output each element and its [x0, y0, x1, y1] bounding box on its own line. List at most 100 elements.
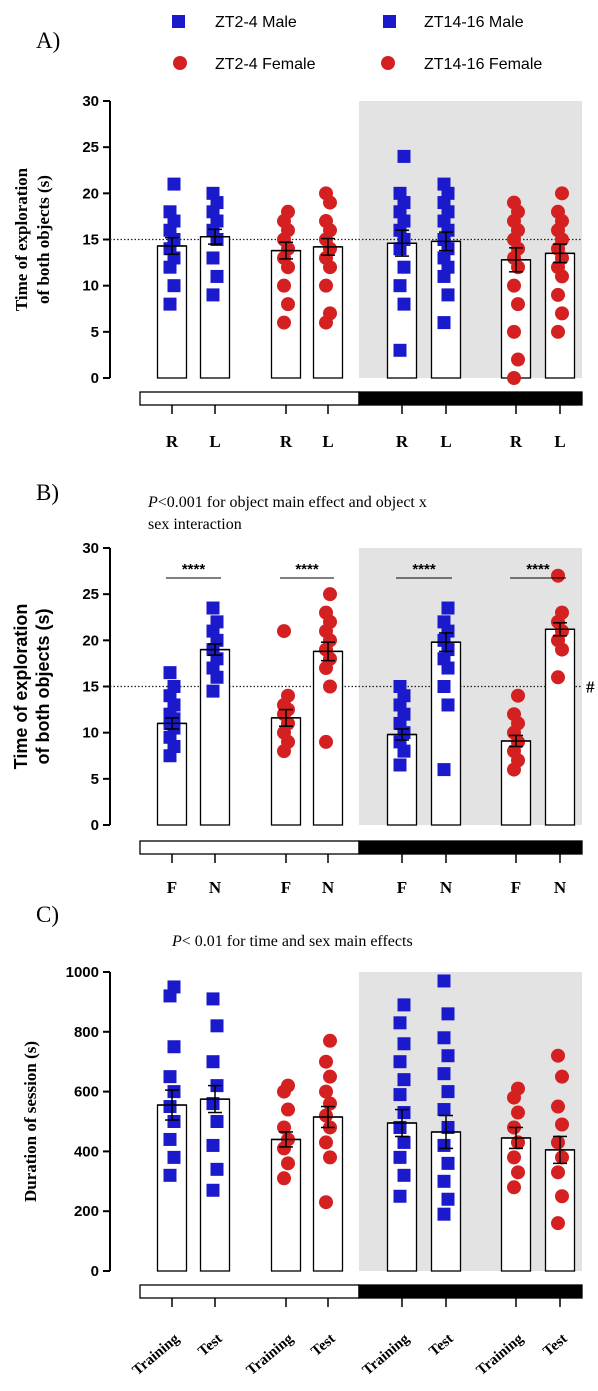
- x-category-label: R: [280, 432, 293, 451]
- light-phase-bar: [139, 1284, 360, 1299]
- data-point-male: [393, 680, 407, 693]
- data-point-male: [163, 1132, 177, 1146]
- data-point-male: [167, 1115, 181, 1128]
- data-point-male: [206, 601, 220, 615]
- data-point-male: [206, 288, 220, 302]
- data-point-male: [167, 279, 181, 293]
- data-point-male: [437, 1103, 451, 1117]
- y-tick-label: 1000: [66, 964, 99, 981]
- data-point-female: [277, 624, 291, 639]
- data-point-male: [393, 1120, 407, 1134]
- data-point-female: [319, 605, 333, 620]
- stats-note-text: < 0.01 for time and sex main effects: [182, 933, 413, 950]
- data-point-female: [277, 1171, 291, 1186]
- reference-mark: #: [586, 678, 595, 697]
- panel-label: B): [36, 480, 59, 505]
- data-point-male: [437, 1207, 451, 1221]
- light-phase-bar: [139, 391, 360, 406]
- data-point-male: [441, 1192, 455, 1206]
- data-point-female: [507, 371, 521, 385]
- data-point-female: [281, 1078, 295, 1093]
- data-point-female: [511, 352, 525, 367]
- data-point-female: [507, 278, 521, 293]
- bar: [544, 628, 576, 826]
- data-point-female: [507, 1180, 521, 1195]
- data-point-female: [281, 688, 295, 703]
- data-point-female: [319, 1195, 333, 1210]
- y-tick-label: 5: [91, 771, 99, 788]
- data-point-male: [393, 279, 407, 293]
- data-point-male: [397, 1037, 411, 1051]
- x-category-label: R: [396, 432, 409, 451]
- data-point-male: [441, 1085, 455, 1099]
- stats-note-line-1: P< 0.01 for time and sex main effects: [171, 933, 413, 950]
- data-point-female: [277, 278, 291, 293]
- y-tick-label: 600: [74, 1084, 99, 1101]
- data-point-male: [206, 1055, 220, 1069]
- stats-note-line-2: sex interaction: [148, 516, 242, 533]
- legend-label-zt2-4-male: ZT2-4 Male: [215, 14, 297, 31]
- data-point-male: [441, 288, 455, 302]
- y-axis-label-line-2: of both objects (s): [34, 175, 53, 304]
- data-point-male: [393, 1088, 407, 1102]
- data-point-female: [319, 214, 333, 229]
- x-category-label: F: [511, 878, 521, 897]
- x-category-label: Test: [426, 1331, 456, 1360]
- data-point-female: [319, 278, 333, 293]
- data-point-female: [323, 306, 337, 321]
- data-point-male: [206, 1138, 220, 1152]
- legend-label-zt2-4-female: ZT2-4 Female: [215, 56, 316, 73]
- stats-note-line-1: P<0.001 for object main effect and objec…: [147, 494, 427, 511]
- data-point-male: [397, 1073, 411, 1087]
- data-point-male: [163, 1070, 177, 1084]
- x-category-label: N: [440, 878, 453, 897]
- data-point-female: [511, 1081, 525, 1096]
- x-category-label: Training: [360, 1330, 413, 1378]
- data-point-male: [163, 666, 177, 680]
- data-point-female: [551, 324, 565, 339]
- y-tick-label: 10: [82, 725, 99, 742]
- data-point-female: [507, 324, 521, 339]
- x-category-label: Training: [130, 1330, 183, 1378]
- significance-stars: ****: [182, 561, 206, 578]
- x-category-label: F: [281, 878, 291, 897]
- x-category-label: Test: [195, 1331, 225, 1360]
- x-category-label: F: [397, 878, 407, 897]
- legend-label-zt14-16-male: ZT14-16 Male: [424, 14, 524, 31]
- data-point-male: [167, 1040, 181, 1054]
- data-point-female: [511, 1135, 525, 1150]
- dark-phase-bar: [358, 391, 583, 406]
- data-point-female: [555, 1150, 569, 1165]
- panel-label: C): [36, 902, 59, 927]
- x-category-label: R: [510, 432, 523, 451]
- data-point-male: [441, 1007, 455, 1021]
- y-tick-label: 400: [74, 1143, 99, 1160]
- data-point-male: [163, 1100, 177, 1114]
- legend-label-zt14-16-female: ZT14-16 Female: [424, 56, 542, 73]
- y-axis-label-line-1: Time of exploration: [11, 604, 31, 770]
- panel-label: A): [36, 28, 60, 53]
- y-axis-label-line-2: of both objects (s): [33, 609, 53, 765]
- y-tick-label: 25: [82, 139, 99, 156]
- data-point-female: [507, 195, 521, 210]
- data-point-female: [281, 1102, 295, 1117]
- y-tick-label: 25: [82, 586, 99, 603]
- legend-marker-zt14-16-female: [381, 56, 395, 70]
- y-tick-label: 10: [82, 278, 99, 295]
- y-axis-label-line-1: Time of exploration: [12, 167, 31, 311]
- data-point-female: [555, 186, 569, 201]
- legend-marker-zt14-16-male: [383, 15, 396, 28]
- y-tick-label: 200: [74, 1203, 99, 1220]
- data-point-male: [163, 1168, 177, 1182]
- y-tick-label: 30: [82, 540, 99, 557]
- data-point-male: [397, 260, 411, 274]
- x-category-label: L: [440, 432, 451, 451]
- data-point-male: [393, 758, 407, 772]
- data-point-female: [319, 1084, 333, 1099]
- data-point-male: [206, 684, 220, 698]
- significance-stars: ****: [412, 561, 436, 578]
- data-point-male: [397, 1168, 411, 1182]
- data-point-female: [323, 1033, 337, 1048]
- light-phase-bar: [139, 840, 360, 855]
- data-point-female: [323, 587, 337, 602]
